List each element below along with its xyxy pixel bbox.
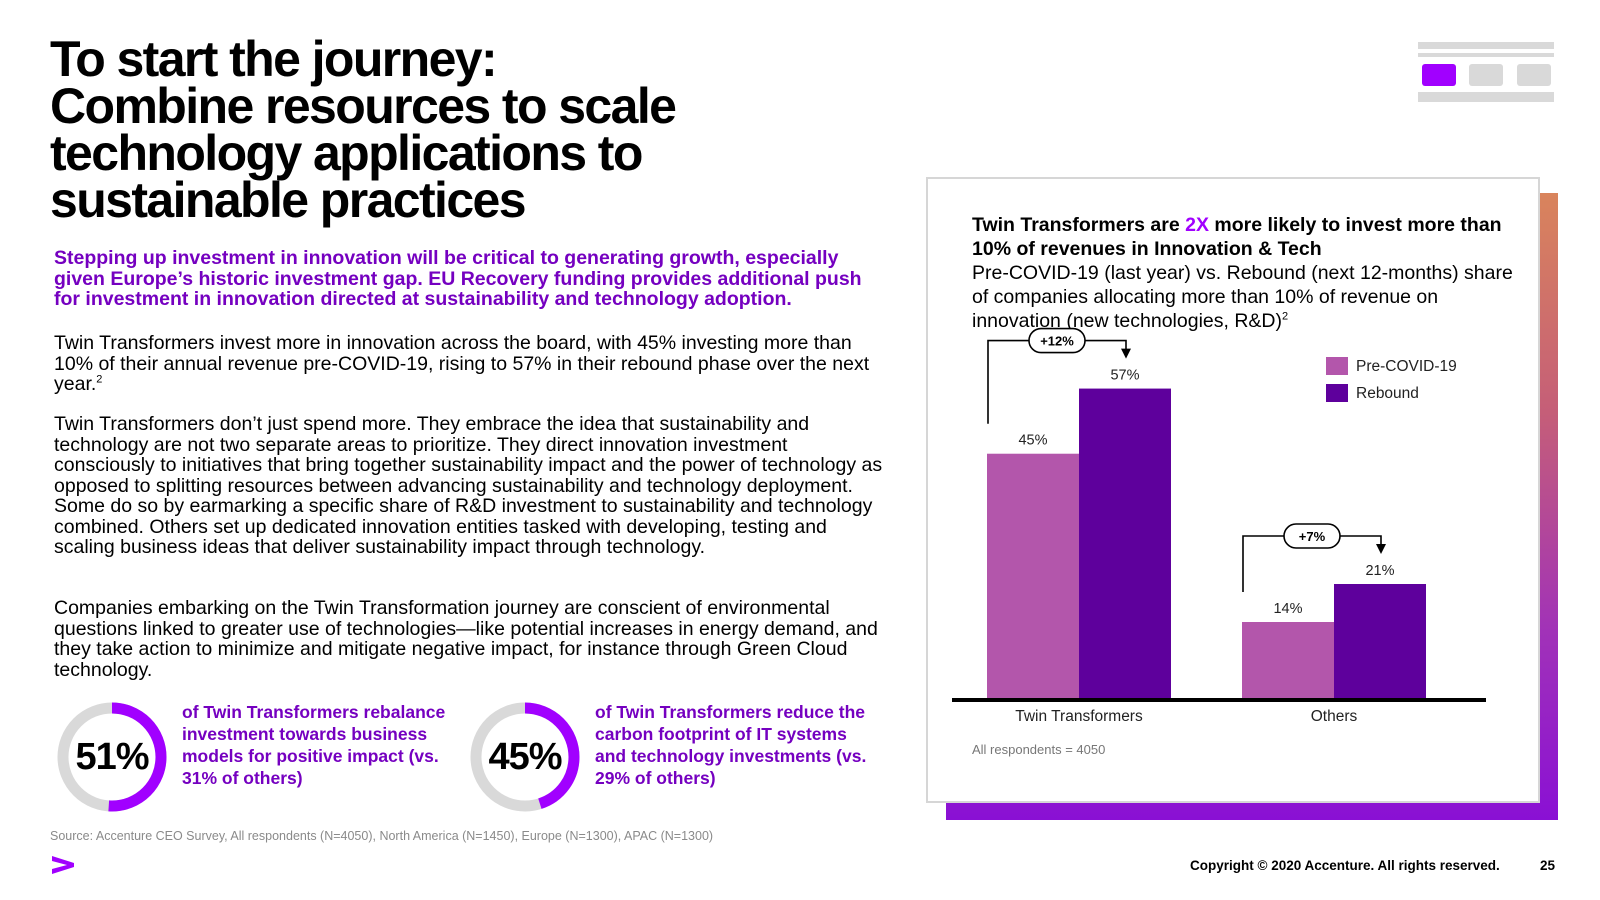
nav-tab[interactable] — [1469, 64, 1503, 86]
legend-label: Rebound — [1356, 385, 1419, 402]
stat-value: 45% — [488, 735, 562, 778]
copyright: Copyright © 2020 Accenture. All rights r… — [1190, 858, 1500, 873]
bar-value-label: 21% — [1365, 563, 1394, 579]
footnote-marker: 2 — [1282, 310, 1289, 323]
page-title: To start the journey: Combine resources … — [50, 31, 810, 228]
page-number: 25 — [1540, 858, 1556, 873]
legend-swatch — [1326, 384, 1348, 402]
chart-subtitle: Pre-COVID-19 (last year) vs. Rebound (ne… — [972, 261, 1532, 333]
stat-description: of Twin Transformers rebalance investmen… — [182, 702, 446, 788]
category-label: Others — [1311, 708, 1358, 725]
nav-bar-bottom — [1418, 92, 1554, 102]
section-nav-icon[interactable] — [1418, 42, 1554, 102]
bar-value-label: 57% — [1110, 368, 1139, 384]
title-line: Combine resources to scale — [50, 78, 677, 134]
lead-paragraph: Stepping up investment in innovation wil… — [54, 247, 862, 310]
accenture-logo-icon[interactable] — [50, 854, 76, 876]
title-line: sustainable practices — [50, 172, 527, 228]
change-arrowhead — [1376, 544, 1386, 554]
nav-tab[interactable] — [1517, 64, 1551, 86]
chart-subtitle-text: Pre-COVID-19 (last year) vs. Rebound (ne… — [972, 262, 1513, 332]
bar-value-label: 14% — [1273, 601, 1302, 617]
chart-title-accent: 2X — [1185, 214, 1209, 236]
footnote-marker: 2 — [96, 373, 103, 386]
title-line: technology applications to — [50, 125, 643, 181]
donut-fill — [57, 702, 167, 812]
stat-description: of Twin Transformers reduce the carbon f… — [595, 702, 867, 788]
change-label: +12% — [1040, 334, 1074, 349]
donut-ring — [57, 702, 167, 812]
donut-ring — [470, 702, 580, 812]
chart-note: All respondents = 4050 — [972, 742, 1105, 757]
change-bubble — [1028, 327, 1086, 354]
bar-pre-covid — [1242, 622, 1334, 698]
change-bubble — [1283, 523, 1341, 549]
nav-bar-top — [1418, 42, 1554, 49]
chart-title: Twin Transformers are 2X more likely to … — [972, 213, 1532, 261]
paragraph-text: Twin Transformers invest more in innovat… — [54, 332, 870, 395]
bar-value-label: 45% — [1018, 433, 1047, 449]
legend-swatch — [1326, 357, 1348, 375]
bar-chart: 45% 57% Twin Transformers +12% 14% 21% Others +… — [952, 327, 1486, 757]
bar-pre-covid — [987, 453, 1079, 698]
donut-fill — [470, 702, 580, 812]
title-line: To start the journey: — [50, 31, 498, 87]
nav-bar — [1418, 53, 1554, 57]
category-label: Twin Transformers — [1015, 708, 1143, 725]
chart-title-part: Twin Transformers are — [972, 214, 1186, 236]
source-note: Source: Accenture CEO Survey, All respon… — [50, 829, 714, 843]
body-paragraph-1: Twin Transformers invest more in innovat… — [54, 333, 884, 395]
bar-rebound — [1079, 388, 1171, 698]
legend-label: Pre-COVID-19 — [1356, 358, 1457, 375]
stat-value: 51% — [75, 735, 149, 778]
body-paragraph-3: Companies embarking on the Twin Transfor… — [54, 597, 878, 681]
body-paragraph-2: Twin Transformers don’t just spend more.… — [54, 413, 883, 558]
bar-rebound — [1334, 584, 1426, 698]
chart-title-part: more likely to invest more than 10% of r… — [972, 214, 1502, 260]
change-arrowhead — [1121, 348, 1131, 359]
nav-tab-active[interactable] — [1422, 64, 1456, 86]
change-label: +7% — [1299, 529, 1326, 544]
